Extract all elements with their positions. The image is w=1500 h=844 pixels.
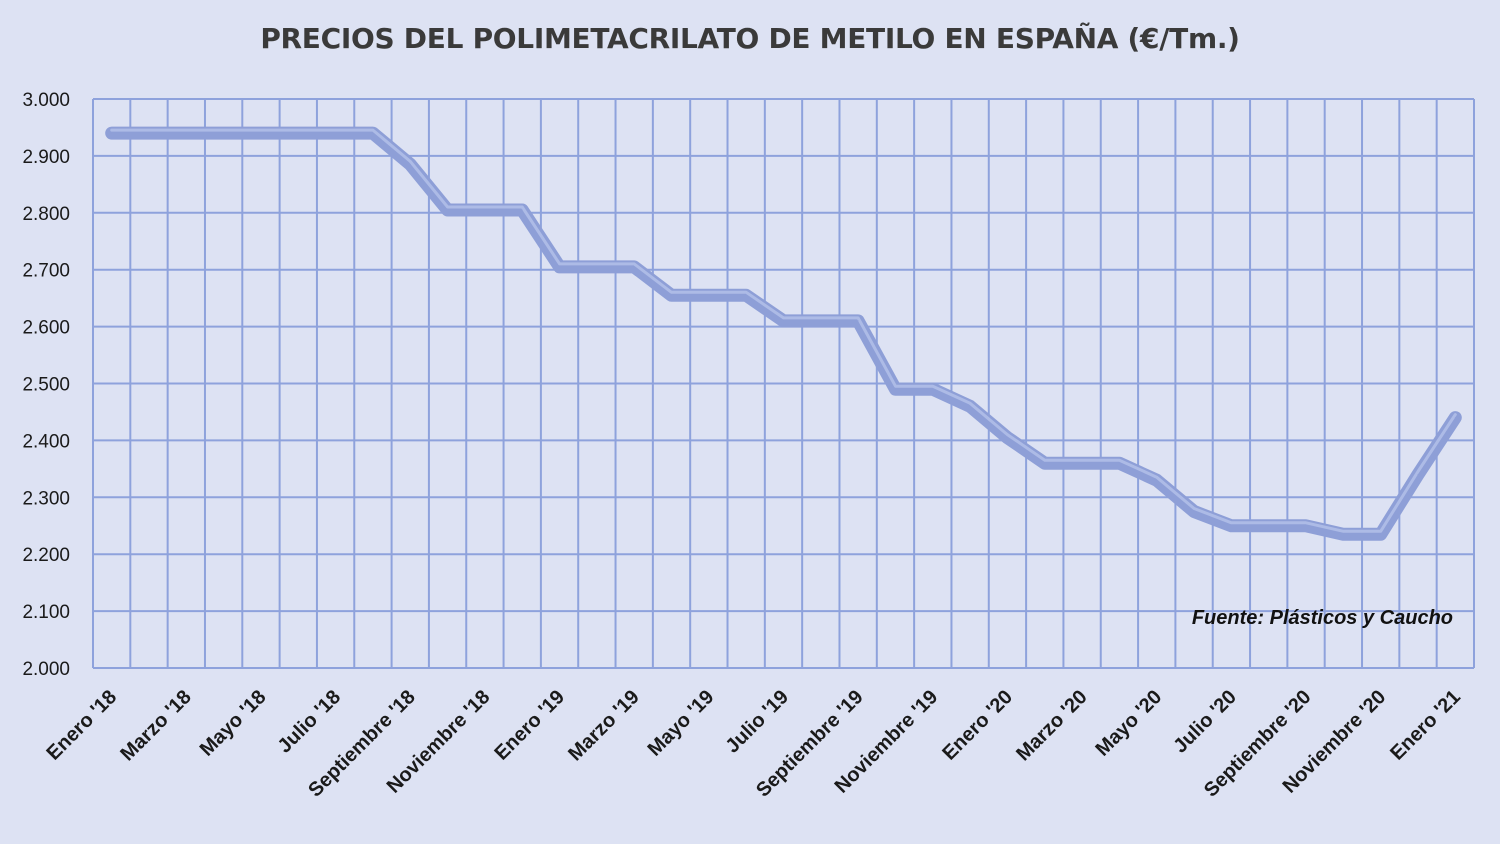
x-tick-label: Marzo '20 <box>1012 686 1091 765</box>
data-point <box>1268 525 1270 527</box>
data-point <box>1044 462 1046 464</box>
data-point <box>335 132 337 134</box>
data-point <box>185 132 187 134</box>
x-tick-label: Marzo '18 <box>116 686 195 765</box>
data-point <box>1417 474 1419 475</box>
data-point <box>1118 462 1120 464</box>
y-tick-label: 2.500 <box>22 375 70 396</box>
y-tick-label: 3.000 <box>22 90 70 111</box>
data-point <box>1380 533 1382 535</box>
y-tick-label: 2.700 <box>22 261 70 282</box>
y-tick-label: 2.100 <box>22 602 70 623</box>
data-point <box>484 209 486 211</box>
x-tick-label: Enero '19 <box>490 686 569 765</box>
x-tick-label: Enero '18 <box>43 686 122 765</box>
data-point <box>521 209 523 211</box>
data-point <box>745 294 747 296</box>
data-point <box>559 266 561 268</box>
data-point <box>857 320 859 322</box>
data-point <box>783 320 784 322</box>
x-tick-label: Julio '19 <box>721 686 793 758</box>
chart-title: PRECIOS DEL POLIMETACRILATO DE METILO EN… <box>260 22 1240 55</box>
y-tick-label: 2.000 <box>22 659 70 680</box>
data-point <box>297 132 299 134</box>
data-point <box>1081 462 1083 464</box>
data-point <box>1230 525 1232 527</box>
series-line-highlight <box>110 128 1457 533</box>
data-point <box>1454 417 1456 419</box>
x-tick-label: Marzo '19 <box>564 686 643 765</box>
data-point <box>1156 479 1158 481</box>
source-annotation: Fuente: Plásticos y Caucho <box>1192 607 1453 629</box>
data-point <box>633 266 635 268</box>
data-point <box>223 132 225 134</box>
y-axis-tick-labels: 2.000 2.100 2.200 2.300 2.400 2.500 2.600 2.700… <box>22 90 70 680</box>
y-tick-label: 2.800 <box>22 204 70 225</box>
y-tick-label: 2.600 <box>22 318 70 339</box>
data-point <box>708 294 710 296</box>
data-point <box>447 209 449 211</box>
data-point <box>1305 525 1307 527</box>
x-tick-label: Julio '18 <box>274 686 346 758</box>
x-tick-label: Mayo '18 <box>196 686 271 761</box>
data-point <box>148 132 150 134</box>
data-point <box>932 388 934 390</box>
x-tick-label: Mayo '19 <box>644 686 719 761</box>
y-tick-label: 2.200 <box>22 545 70 566</box>
series-line <box>105 126 1462 541</box>
data-point <box>895 388 896 390</box>
grid-lines <box>92 98 1475 669</box>
x-tick-label: Mayo '20 <box>1092 686 1167 761</box>
series-layer <box>105 126 1462 541</box>
data-point <box>671 294 672 296</box>
x-tick-label: Enero '21 <box>1386 686 1465 765</box>
y-tick-label: 2.400 <box>22 431 70 452</box>
data-point <box>372 132 374 134</box>
y-tick-label: 2.900 <box>22 147 70 168</box>
data-point <box>969 405 971 407</box>
x-tick-label: Enero '20 <box>938 686 1017 765</box>
data-point <box>1006 437 1008 439</box>
data-point <box>409 163 411 165</box>
data-point <box>111 132 113 134</box>
x-tick-label: Julio '20 <box>1169 686 1241 758</box>
data-point <box>596 266 598 268</box>
data-point <box>1342 533 1344 535</box>
data-point <box>1193 511 1195 512</box>
y-tick-label: 2.300 <box>22 488 70 509</box>
data-point <box>260 132 262 134</box>
data-point <box>820 320 822 322</box>
